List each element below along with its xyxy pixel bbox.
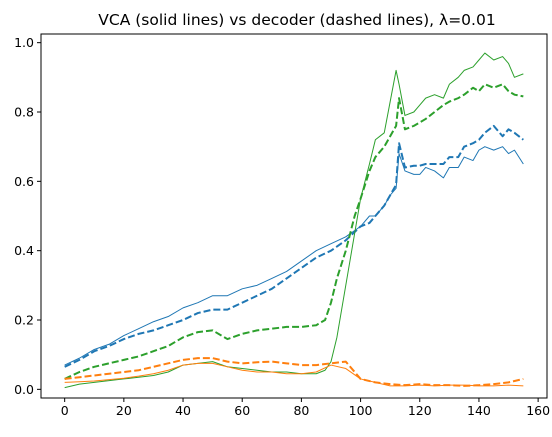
x-tick-label: 120 [408,403,432,418]
x-tick-label: 40 [175,403,191,418]
x-tick-label: 60 [234,403,250,418]
axes-frame [40,33,548,399]
y-tick-label: 0.4 [14,243,34,258]
chart-title: VCA (solid lines) vs decoder (dashed lin… [98,11,495,29]
x-tick-label: 0 [61,403,69,418]
y-tick-label: 1.0 [14,35,34,50]
x-tick-label: 20 [116,403,132,418]
y-tick-label: 0.2 [14,313,34,328]
series-line-1-dashed [64,124,524,368]
x-tick-label: 100 [349,403,373,418]
series-line-3-dashed [64,83,524,380]
series-line-0-solid [64,146,524,366]
series-line-4-solid [64,362,524,387]
y-tick-label: 0.8 [14,105,34,120]
x-axis: 0 20 40 60 80 100 120 140 160 [61,398,550,418]
x-tick-label: 80 [293,403,309,418]
series-line-2-solid [64,52,524,389]
y-tick-label: 0.6 [14,174,34,189]
plot-area [64,52,524,389]
series-line-5-dashed [64,357,524,387]
x-tick-label: 140 [467,403,491,418]
y-tick-label: 0.0 [14,382,34,397]
y-axis: 0.0 0.2 0.4 0.6 0.8 1.0 [14,35,41,397]
x-tick-label: 160 [526,403,550,418]
